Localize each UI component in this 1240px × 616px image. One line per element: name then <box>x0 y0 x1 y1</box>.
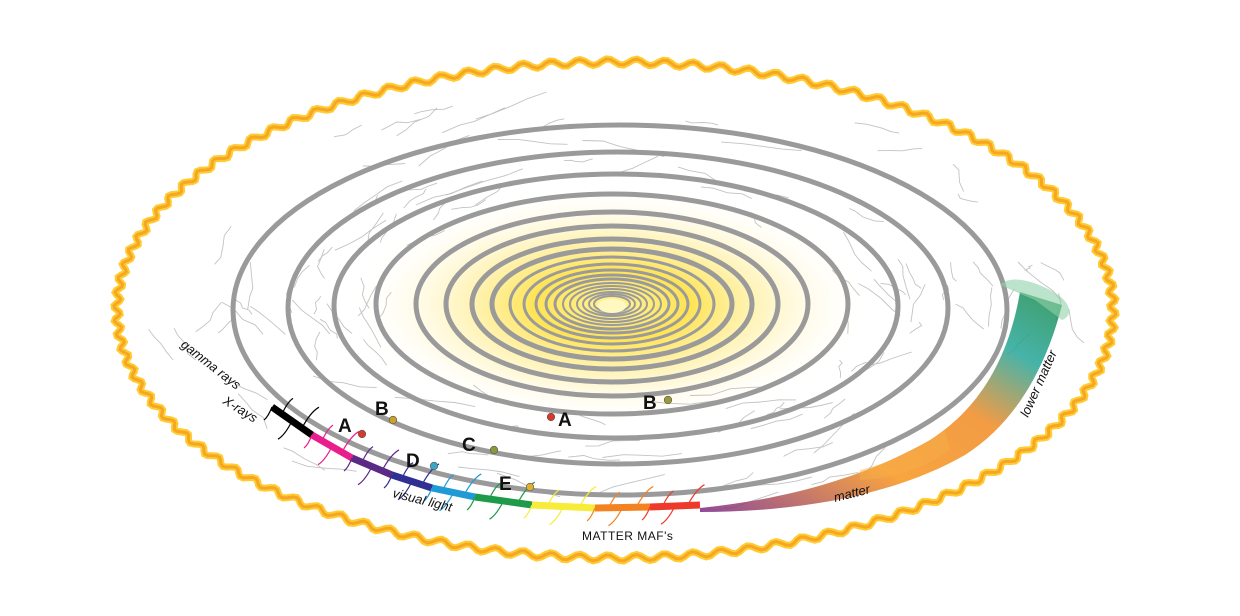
spiral-ring <box>562 282 662 326</box>
spiral-ring <box>534 268 690 340</box>
marker-dot <box>357 429 367 439</box>
point-label-e: E <box>499 474 512 495</box>
spiral-ring <box>373 191 851 417</box>
spiral-ring <box>569 285 655 323</box>
spiral-ring <box>413 209 811 399</box>
spiral-ring <box>469 236 755 372</box>
marker-dot <box>489 445 499 455</box>
matter-tail <box>700 279 1070 512</box>
label-gamma-rays: gamma rays <box>178 337 244 393</box>
outer-rim <box>110 55 1120 565</box>
marker-dot <box>663 395 673 405</box>
spiral-ring <box>508 255 716 353</box>
spiral-ring <box>230 122 1010 498</box>
spiral-ring <box>489 246 735 362</box>
marker-dot <box>388 415 398 425</box>
spiral-rings <box>230 122 1010 498</box>
point-label-a-outer: A <box>338 416 352 437</box>
spiral-ring <box>582 291 642 317</box>
spiral-ring <box>553 277 671 331</box>
point-label-d: D <box>406 451 420 472</box>
label-matter-mafs: MATTER MAF's <box>582 529 673 543</box>
spiral-ring <box>522 262 702 346</box>
marker-dot <box>429 461 439 471</box>
core-center <box>598 299 626 313</box>
spectrum-band <box>263 397 705 527</box>
spiral-ring <box>544 273 680 335</box>
point-label-b-outer: B <box>375 399 389 420</box>
spiral-ring <box>443 223 781 385</box>
marker-dot <box>525 482 535 492</box>
marker-dot <box>546 412 556 422</box>
point-label-a-inner: A <box>558 410 572 431</box>
point-label-c: C <box>462 435 476 456</box>
spiral-ring <box>588 293 636 315</box>
marker-points <box>357 395 673 492</box>
spiral-ring <box>285 149 951 467</box>
point-label-b-inner: B <box>643 393 657 414</box>
spiral-ring <box>576 288 648 320</box>
label-x-rays: X-rays <box>220 392 261 425</box>
spiral-ring <box>331 171 901 441</box>
